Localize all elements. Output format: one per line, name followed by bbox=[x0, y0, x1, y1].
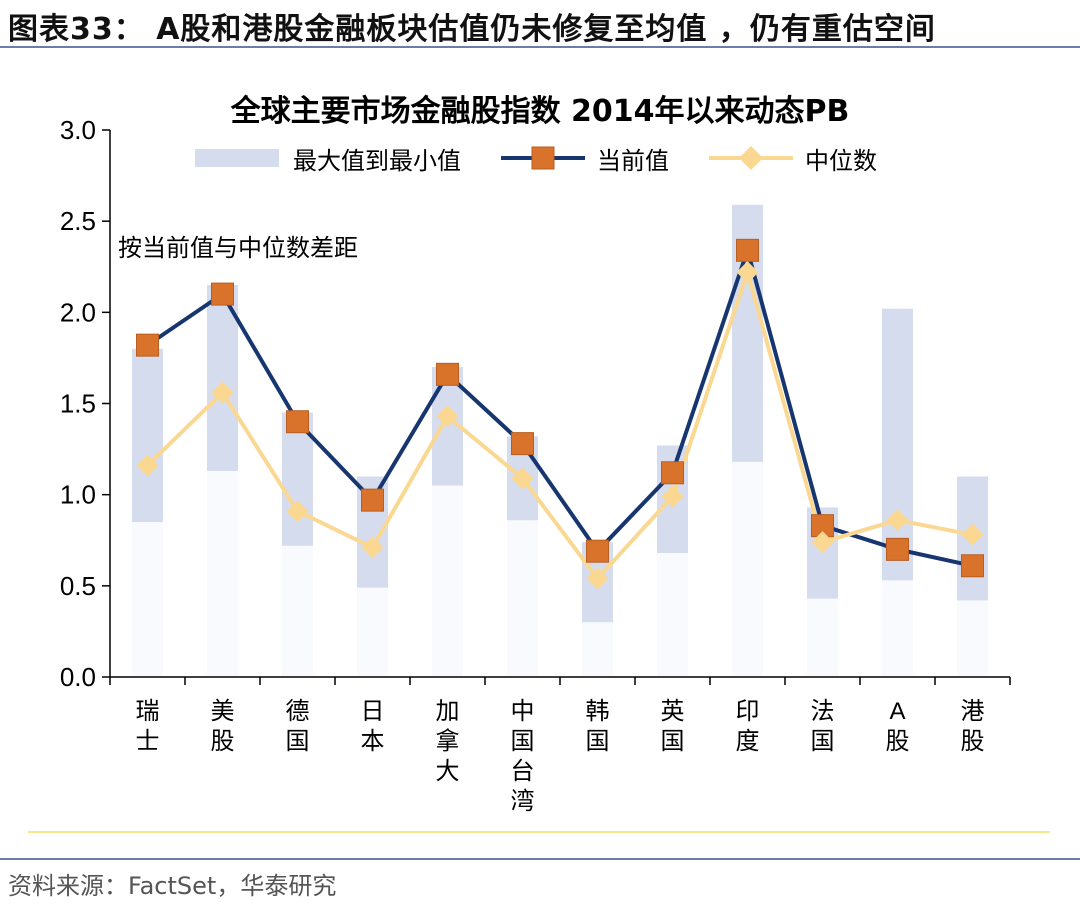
x-tick-label: 美股 bbox=[211, 698, 235, 755]
chart-legend: 最大值到最小值 当前值 中位数 bbox=[195, 140, 917, 176]
range-base-bar bbox=[957, 600, 988, 677]
x-tick-label: 德国 bbox=[286, 698, 310, 755]
current-value-point bbox=[511, 432, 534, 456]
y-tick-label: 2.5 bbox=[60, 206, 96, 236]
current-value-point bbox=[136, 333, 159, 357]
range-bar bbox=[132, 348, 163, 523]
median-point bbox=[886, 509, 909, 532]
median-point bbox=[361, 536, 384, 559]
current-value-point bbox=[211, 282, 234, 306]
x-tick-label: 中国台湾 bbox=[511, 698, 535, 815]
legend-label-range: 最大值到最小值 bbox=[293, 146, 461, 175]
range-swatch-icon bbox=[195, 149, 279, 167]
x-tick-label: 加拿大 bbox=[436, 698, 460, 785]
title-divider bbox=[0, 46, 1080, 48]
range-base-bar bbox=[282, 545, 313, 677]
source-divider bbox=[0, 858, 1080, 860]
range-base-bar bbox=[657, 553, 688, 677]
y-tick-label: 1.0 bbox=[60, 480, 96, 510]
square-marker-icon bbox=[501, 146, 585, 170]
y-tick-label: 2.0 bbox=[60, 297, 96, 327]
current-value-point bbox=[886, 537, 909, 561]
median-point bbox=[211, 381, 234, 404]
range-base-bar bbox=[357, 587, 388, 677]
y-tick-label: 0.5 bbox=[60, 571, 96, 601]
median-point bbox=[286, 500, 309, 523]
current-value-point bbox=[361, 488, 384, 512]
legend-item-range: 最大值到最小值 bbox=[195, 141, 461, 176]
range-base-bar bbox=[132, 522, 163, 677]
median-line bbox=[146, 270, 973, 581]
legend-label-median: 中位数 bbox=[805, 146, 877, 175]
legend-label-current: 当前值 bbox=[597, 146, 669, 175]
median-point bbox=[736, 261, 759, 284]
current-value-point bbox=[661, 461, 684, 485]
range-bar bbox=[882, 308, 913, 581]
current-value-point bbox=[736, 238, 759, 262]
x-tick-label: 韩国 bbox=[586, 698, 610, 755]
y-tick-label: 3.0 bbox=[60, 115, 96, 145]
legend-item-current: 当前值 bbox=[501, 141, 669, 176]
range-base-bar bbox=[807, 598, 838, 677]
current-value-point bbox=[436, 362, 459, 386]
current-value-point bbox=[961, 554, 984, 578]
range-base-bar bbox=[732, 461, 763, 677]
median-point bbox=[811, 531, 834, 554]
range-base-bar bbox=[507, 520, 538, 677]
median-point bbox=[961, 523, 984, 546]
range-base-bar bbox=[432, 485, 463, 677]
range-base-bar bbox=[207, 470, 238, 677]
source-note: 资料来源：FactSet，华泰研究 bbox=[8, 872, 337, 900]
range-base-bar bbox=[582, 622, 613, 677]
x-tick-label: 印度 bbox=[736, 698, 760, 755]
bottom-divider bbox=[28, 831, 1050, 833]
range-base-bar bbox=[882, 580, 913, 677]
x-tick-label: 法国 bbox=[811, 698, 835, 755]
y-tick-label: 0.0 bbox=[60, 662, 96, 692]
y-tick-label: 1.5 bbox=[60, 389, 96, 419]
x-tick-label: 港股 bbox=[961, 698, 985, 755]
figure-title: 图表33： A股和港股金融板块估值仍未修复至均值 ，仍有重估空间 bbox=[8, 12, 936, 47]
median-point bbox=[586, 567, 609, 590]
median-point bbox=[436, 405, 459, 428]
x-tick-label: 日本 bbox=[361, 698, 385, 755]
current-value-point bbox=[286, 410, 309, 434]
chart-title: 全球主要市场金融股指数 2014年以来动态PB bbox=[230, 94, 850, 129]
median-point bbox=[511, 467, 534, 490]
range-bar bbox=[207, 284, 238, 471]
x-tick-label: 英国 bbox=[661, 698, 685, 755]
diamond-marker-icon bbox=[709, 146, 793, 170]
current-value-point bbox=[586, 539, 609, 563]
chart-annotation: 按当前值与中位数差距 bbox=[118, 234, 358, 262]
current-value-line bbox=[146, 248, 973, 568]
median-point bbox=[136, 454, 159, 477]
median-point bbox=[661, 485, 684, 508]
legend-item-median: 中位数 bbox=[709, 141, 877, 176]
x-tick-label: 瑞士 bbox=[136, 698, 160, 755]
